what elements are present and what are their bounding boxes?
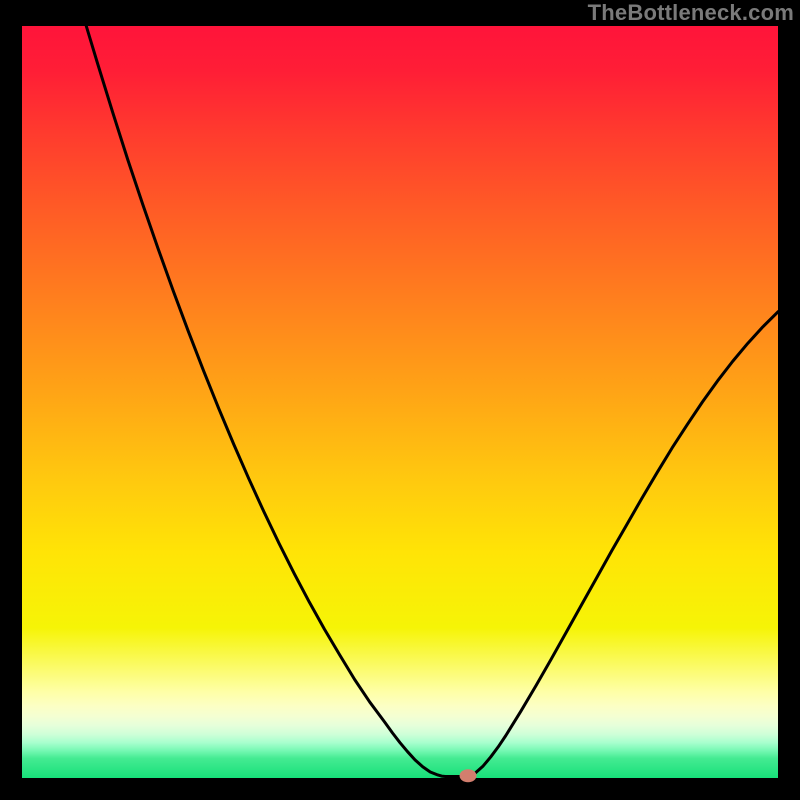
- bottleneck-chart: [0, 0, 800, 800]
- chart-stage: TheBottleneck.com: [0, 0, 800, 800]
- nadir-marker: [460, 769, 477, 782]
- plot-background: [22, 26, 778, 778]
- watermark-label: TheBottleneck.com: [588, 0, 794, 26]
